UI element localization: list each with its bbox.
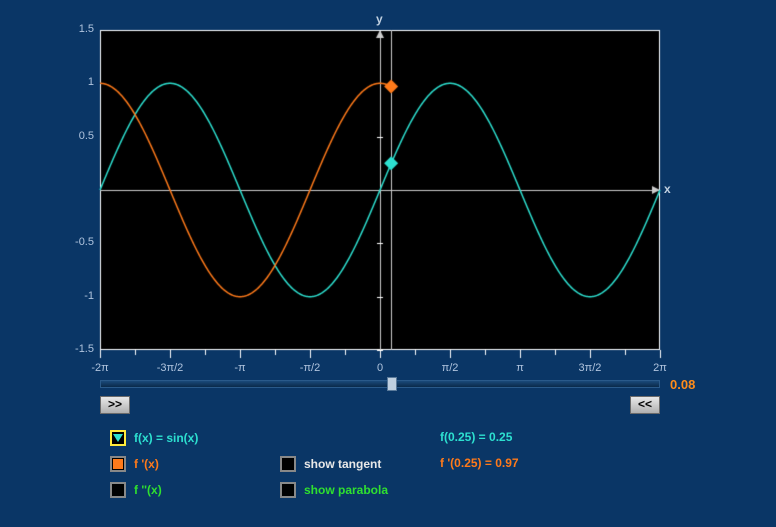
legend-item-parabola: show parabola xyxy=(280,482,388,498)
checkbox-fp[interactable] xyxy=(110,456,126,472)
y-tick-label: 1.5 xyxy=(64,23,94,35)
x-tick-label: -2π xyxy=(80,362,120,374)
fprime-value-readout: f '(0.25) = 0.97 xyxy=(440,456,519,470)
x-tick-label: -π xyxy=(220,362,260,374)
checkbox-mark xyxy=(113,434,123,442)
forward-button[interactable]: << xyxy=(630,396,660,414)
x-tick-label: -π/2 xyxy=(290,362,330,374)
checkbox-fpp[interactable] xyxy=(110,482,126,498)
y-tick-label: -1 xyxy=(64,290,94,302)
y-tick-label: 1 xyxy=(64,76,94,88)
legend-label-fp: f '(x) xyxy=(134,457,159,471)
y-tick-label: -0.5 xyxy=(64,236,94,248)
x-axis-label: x xyxy=(664,182,671,196)
checkbox-mark xyxy=(113,459,123,469)
legend-label-tangent: show tangent xyxy=(304,457,381,471)
x-tick-label: 0 xyxy=(360,362,400,374)
x-tick-label: -3π/2 xyxy=(150,362,190,374)
legend-label-f: f(x) = sin(x) xyxy=(134,431,198,445)
y-tick-label: 0.5 xyxy=(64,130,94,142)
y-tick-label: -1.5 xyxy=(64,343,94,355)
checkbox-tangent[interactable] xyxy=(280,456,296,472)
legend-item-tangent: show tangent xyxy=(280,456,381,472)
x-value-slider[interactable] xyxy=(100,380,660,388)
legend-item-fprime: f '(x) xyxy=(110,456,159,472)
slider-thumb[interactable] xyxy=(387,377,397,391)
slider-value-display: 0.08 xyxy=(670,377,695,392)
legend-label-fpp: f ''(x) xyxy=(134,483,162,497)
legend-item-f: f(x) = sin(x) xyxy=(110,430,198,446)
rewind-button[interactable]: >> xyxy=(100,396,130,414)
legend-label-parabola: show parabola xyxy=(304,483,388,497)
checkbox-parabola[interactable] xyxy=(280,482,296,498)
x-tick-label: π/2 xyxy=(430,362,470,374)
f-value-readout: f(0.25) = 0.25 xyxy=(440,430,512,444)
derivative-chart xyxy=(0,0,776,527)
checkbox-f[interactable] xyxy=(110,430,126,446)
x-tick-label: 3π/2 xyxy=(570,362,610,374)
x-tick-label: 2π xyxy=(640,362,680,374)
y-axis-label: y xyxy=(376,12,383,26)
x-tick-label: π xyxy=(500,362,540,374)
legend-item-fprimeprime: f ''(x) xyxy=(110,482,162,498)
